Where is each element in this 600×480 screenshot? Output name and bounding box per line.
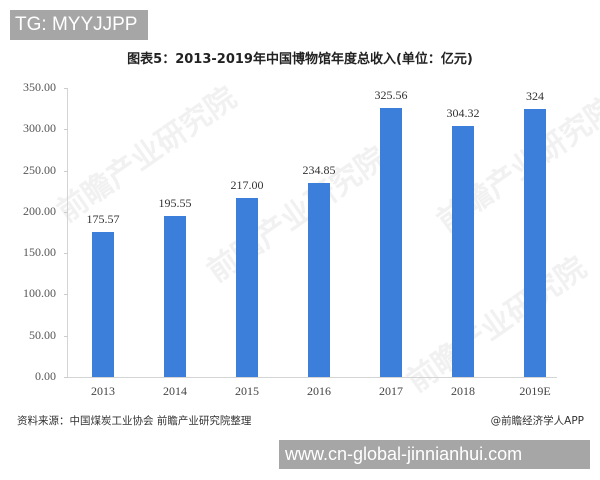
y-tick-mark [64, 294, 68, 296]
bar-value-label: 195.55 [158, 195, 192, 210]
x-tick-label: 2018 [451, 384, 475, 398]
y-axis-line [67, 88, 68, 377]
y-tick-label: 150.00 [23, 245, 56, 260]
y-tick-mark [64, 129, 68, 131]
y-tick-label: 0.00 [35, 369, 56, 383]
bar-value-label: 217.00 [230, 177, 264, 192]
y-tick-mark [64, 170, 68, 172]
credit-note: @前瞻经济学人APP [490, 415, 584, 427]
watermark-text: 前瞻产业研究院 [200, 140, 394, 290]
y-tick-mark [64, 211, 68, 213]
bar-2014 [164, 215, 186, 377]
bar-value-label: 234.85 [302, 163, 336, 178]
bar-2019E [524, 109, 546, 377]
x-tick-label: 2016 [307, 384, 331, 398]
y-tick-label: 300.00 [23, 121, 56, 136]
bar-value-label: 325.56 [374, 88, 408, 103]
y-tick-label: 200.00 [23, 203, 56, 218]
x-tick-label: 2013 [91, 384, 115, 398]
bar-2013 [92, 232, 114, 377]
y-tick-mark [64, 377, 68, 378]
x-tick-label: 2015 [235, 384, 259, 398]
bar-value-label: 175.57 [86, 212, 120, 227]
y-tick-label: 100.00 [23, 286, 56, 301]
bar-2017 [380, 108, 402, 377]
url-watermark-badge: www.cn-global-jinnianhui.com [279, 440, 590, 469]
y-tick-mark [64, 88, 68, 89]
source-note: 资料来源：中国煤炭工业协会 前瞻产业研究院整理 [17, 415, 252, 427]
y-tick-mark [64, 253, 68, 255]
x-tick-label: 2019E [519, 384, 551, 398]
x-tick-label: 2017 [379, 384, 403, 398]
x-axis-line [67, 377, 557, 378]
bar-2018 [452, 125, 474, 377]
bar-2015 [236, 197, 258, 377]
x-tick-label: 2014 [163, 384, 187, 398]
bar-value-label: 304.32 [446, 105, 480, 120]
y-tick-mark [64, 335, 68, 337]
bar-2016 [308, 183, 330, 377]
chart-title: 图表5：2013-2019年中国博物馆年度总收入(单位：亿元) [127, 52, 473, 67]
y-tick-label: 50.00 [29, 327, 56, 342]
y-tick-label: 350.00 [23, 80, 56, 94]
tg-watermark-badge: TG: MYYJJPP [10, 10, 148, 40]
y-tick-label: 250.00 [23, 162, 56, 177]
bar-value-label: 324 [526, 89, 544, 104]
